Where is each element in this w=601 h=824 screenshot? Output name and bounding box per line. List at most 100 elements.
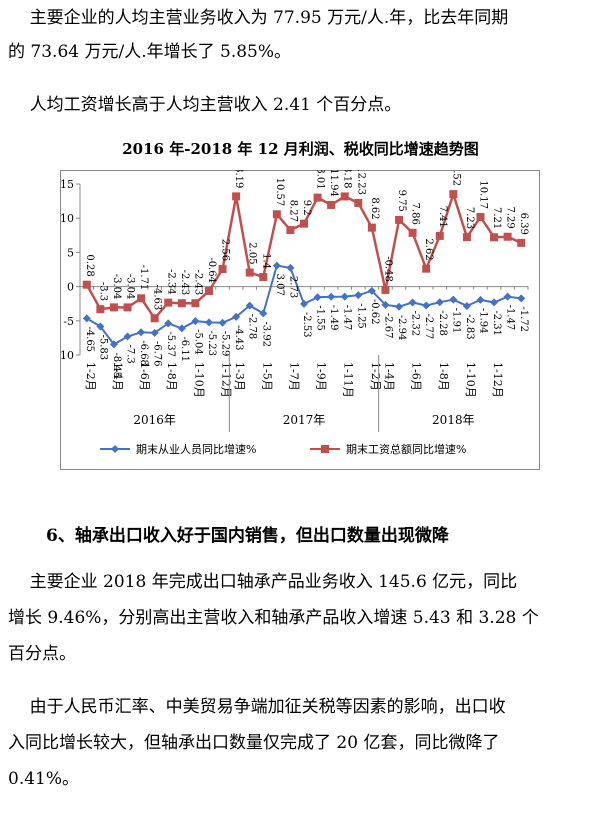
data-label: -2.67 <box>382 313 393 339</box>
data-point <box>177 299 186 308</box>
data-label: 8.62 <box>369 197 380 219</box>
data-label: 13.19 <box>233 170 244 188</box>
data-point <box>300 299 308 308</box>
data-point <box>191 299 200 308</box>
data-label: -4.65 <box>84 326 95 352</box>
data-label: -2.83 <box>464 314 475 340</box>
data-label: 12.23 <box>355 170 366 195</box>
data-point <box>204 318 213 327</box>
data-label: 10.57 <box>274 178 285 207</box>
data-point <box>245 301 254 310</box>
paragraph-1-line-2: 的 73.64 万元/人.年增长了 5.85%。 <box>8 42 292 62</box>
data-label: -2.28 <box>437 310 448 336</box>
data-label: 2.05 <box>247 242 258 264</box>
data-point <box>354 198 363 207</box>
data-point <box>422 301 431 310</box>
data-label: -0.48 <box>382 256 393 282</box>
data-point <box>259 273 268 282</box>
data-point <box>272 261 281 270</box>
data-point <box>300 219 308 228</box>
y-tick-label: -10 <box>60 349 74 362</box>
paragraph-1-line-1: 主要企业的人均主营业务收入为 77.95 万元/人.年，比去年同期 <box>29 8 509 28</box>
data-label: -6.68 <box>138 340 149 366</box>
data-point <box>313 293 322 302</box>
data-label: 13.18 <box>342 170 353 188</box>
x-tick-label: 1-10月 <box>192 362 205 398</box>
data-point <box>340 292 349 301</box>
data-point <box>354 291 363 300</box>
data-label: -2.78 <box>247 314 258 340</box>
data-point <box>449 190 458 199</box>
data-label: 8.27 <box>287 200 298 222</box>
x-tick-label: 1-12月 <box>491 362 504 398</box>
data-point <box>137 328 146 337</box>
data-label: 7.86 <box>410 203 421 225</box>
x-tick-label: 1-8月 <box>165 362 178 391</box>
data-point <box>381 300 390 309</box>
data-label: 2.62 <box>423 238 434 260</box>
data-point <box>408 228 417 237</box>
data-label: 1.4 <box>260 253 271 269</box>
paragraph-3-line-2: 增长 9.46%，分别高出主营收入和轴承产品收入增速 5.43 和 3.28 个 <box>8 608 539 628</box>
data-label: -4.43 <box>233 325 244 351</box>
data-label: -6.11 <box>179 336 190 362</box>
data-label: -2.34 <box>165 269 176 295</box>
data-label: -6.76 <box>152 341 163 367</box>
data-point <box>503 292 512 301</box>
x-group-label: 2017年 <box>283 413 326 427</box>
data-point <box>367 286 376 295</box>
legend-entry: 期末工资总额同比增速% <box>346 442 466 456</box>
data-label: -3.04 <box>111 274 122 300</box>
data-point <box>435 298 444 307</box>
data-point <box>395 215 404 224</box>
data-point <box>150 328 159 337</box>
data-label: -5.23 <box>206 330 217 356</box>
data-point <box>313 193 322 202</box>
data-label: -5.04 <box>192 329 203 355</box>
data-point <box>150 314 159 323</box>
paragraph-2: 人均工资增长高于人均主营收入 2.41 个百分点。 <box>29 95 402 115</box>
x-tick-label: 1-9月 <box>315 362 328 391</box>
data-point <box>462 301 471 310</box>
data-point <box>96 305 105 314</box>
data-label: 2.73 <box>287 276 298 298</box>
data-point <box>381 285 390 294</box>
data-label: -2.53 <box>301 312 312 338</box>
data-label: 7.23 <box>464 207 475 229</box>
data-point <box>490 298 499 307</box>
data-point <box>367 223 376 232</box>
data-label: 7.29 <box>505 206 516 228</box>
data-point <box>286 226 295 235</box>
x-tick-label: 1-11月 <box>342 362 355 398</box>
data-label: -1.25 <box>355 303 366 329</box>
data-label: -2.94 <box>396 315 407 341</box>
chart-title: 2016 年-2018 年 12 月利润、税收同比增速趋势图 <box>122 140 479 158</box>
data-label: -5.83 <box>97 334 108 360</box>
x-group-label: 2018年 <box>432 413 475 427</box>
data-label: -5.29 <box>220 331 231 357</box>
data-point <box>109 303 118 312</box>
x-tick-label: 1-2月 <box>84 362 97 391</box>
legend-marker <box>321 445 329 453</box>
x-tick-label: 1-6月 <box>138 362 151 391</box>
paragraph-4-line-2: 入同比增长较大，但轴承出口数量仅完成了 20 亿套，同比微降了 <box>8 733 500 753</box>
data-label: -2.32 <box>410 310 421 336</box>
y-tick-label: 0 <box>67 281 74 294</box>
data-point <box>218 318 227 327</box>
data-label: -2.43 <box>179 270 190 296</box>
data-label: -8.45 <box>111 352 122 378</box>
y-tick-label: -5 <box>63 315 74 328</box>
data-label: -1.91 <box>450 308 461 334</box>
data-label: -1.55 <box>315 305 326 331</box>
data-point <box>191 317 200 326</box>
data-point <box>449 295 458 304</box>
data-label: 7.41 <box>437 206 448 228</box>
x-tick-label: 1-3月 <box>233 362 246 391</box>
paragraph-3-line-1: 主要企业 2018 年完成出口轴承产品业务收入 145.6 亿元，同比 <box>29 572 518 592</box>
x-tick-label: 1-4月 <box>382 362 395 391</box>
data-label: 0.28 <box>84 254 95 276</box>
data-label: 9.75 <box>396 190 407 212</box>
data-label: -1.71 <box>138 265 149 291</box>
data-point <box>462 233 471 242</box>
data-label: -2.77 <box>423 314 434 340</box>
